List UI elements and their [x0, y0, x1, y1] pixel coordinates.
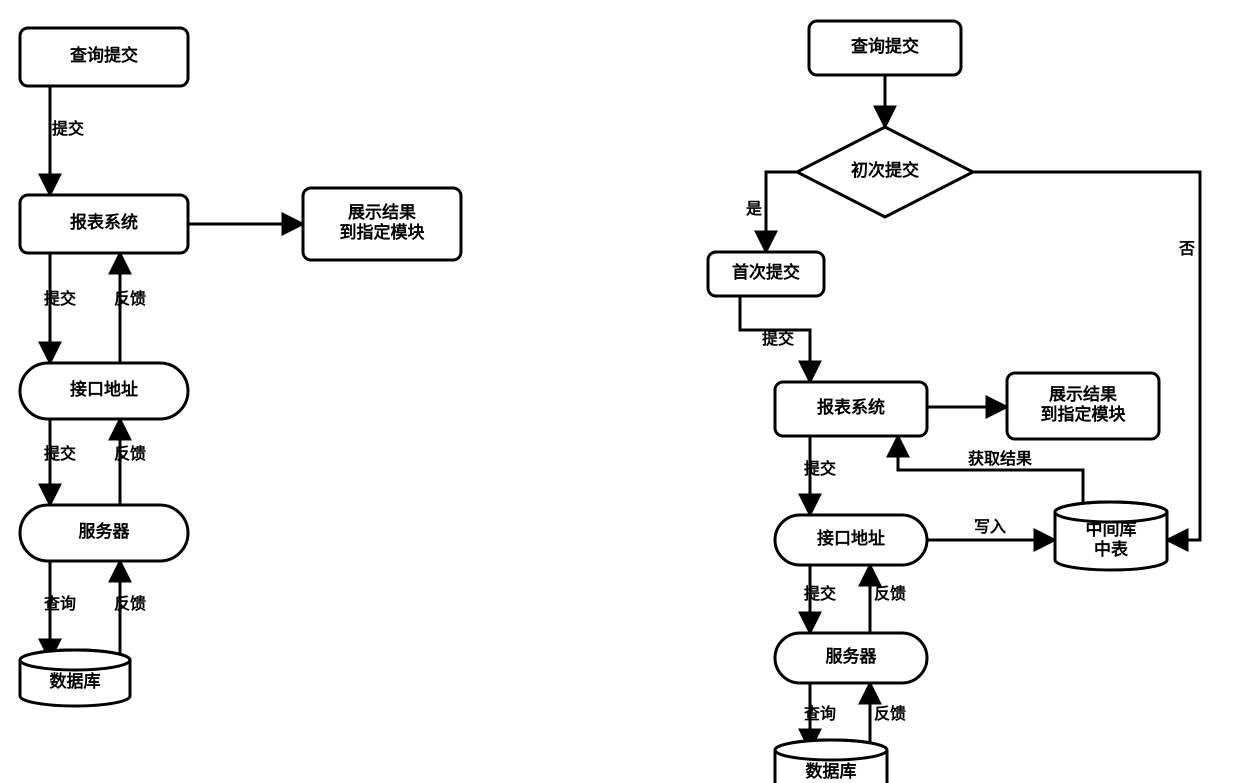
node-R_query: 查询提交	[809, 21, 961, 75]
svg-text:提交: 提交	[44, 289, 76, 308]
edge: 提交	[44, 253, 76, 363]
svg-text:报表系统: 报表系统	[70, 212, 138, 232]
node-R_midtable: 中间库中表	[1055, 502, 1167, 570]
edge: 是	[745, 172, 797, 252]
svg-text:提交: 提交	[52, 119, 84, 138]
node-L_server: 服务器	[20, 505, 188, 561]
node-R_server: 服务器	[775, 633, 927, 683]
svg-text:报表系统: 报表系统	[817, 397, 885, 417]
edge: 否	[973, 172, 1200, 540]
svg-text:数据库: 数据库	[50, 671, 101, 691]
svg-text:查询: 查询	[804, 704, 836, 723]
svg-text:写入: 写入	[974, 518, 1006, 536]
node-L_report: 报表系统	[20, 195, 188, 253]
svg-text:提交: 提交	[804, 459, 836, 478]
svg-text:反馈: 反馈	[114, 444, 146, 463]
edge: 反馈	[870, 683, 906, 750]
svg-text:初次提交: 初次提交	[851, 160, 919, 180]
node-L_api: 接口地址	[20, 363, 188, 419]
node-R_report: 报表系统	[775, 382, 927, 436]
edge: 获取结果	[898, 436, 1083, 512]
edge: 提交	[804, 436, 836, 515]
node-L_query: 查询提交	[20, 28, 188, 86]
node-R_display: 展示结果到指定模块	[1007, 373, 1159, 439]
node-R_decision: 初次提交	[797, 127, 973, 217]
svg-text:展示结果到指定模块: 展示结果到指定模块	[340, 203, 426, 243]
svg-text:提交: 提交	[44, 444, 76, 463]
svg-text:查询提交: 查询提交	[850, 36, 919, 56]
edge: 提交	[44, 419, 76, 505]
svg-text:服务器: 服务器	[826, 646, 878, 666]
edge: 反馈	[114, 253, 146, 363]
edge: 查询	[44, 561, 76, 660]
flowchart-canvas: 提交提交反馈提交反馈查询反馈查询提交报表系统展示结果到指定模块接口地址服务器数据…	[0, 0, 1240, 783]
edge: 反馈	[870, 565, 906, 633]
edge: 写入	[927, 518, 1055, 540]
edge: 反馈	[114, 419, 146, 505]
svg-text:展示结果到指定模块: 展示结果到指定模块	[1041, 385, 1127, 425]
svg-text:反馈: 反馈	[874, 704, 906, 723]
svg-text:提交: 提交	[762, 329, 794, 348]
edge: 提交	[804, 565, 836, 633]
svg-text:服务器: 服务器	[79, 521, 131, 541]
svg-text:反馈: 反馈	[114, 594, 146, 613]
svg-text:首次提交: 首次提交	[732, 262, 800, 282]
svg-text:反馈: 反馈	[114, 289, 146, 308]
svg-text:否: 否	[1178, 240, 1195, 258]
node-L_display: 展示结果到指定模块	[303, 188, 461, 260]
svg-text:数据库: 数据库	[806, 761, 857, 781]
svg-text:反馈: 反馈	[874, 584, 906, 603]
svg-text:提交: 提交	[804, 584, 836, 603]
node-R_api: 接口地址	[775, 515, 927, 565]
svg-text:接口地址: 接口地址	[70, 379, 138, 399]
svg-text:是: 是	[745, 200, 762, 218]
svg-text:获取结果: 获取结果	[968, 449, 1032, 468]
edge: 提交	[50, 86, 84, 195]
edge: 提交	[740, 296, 810, 382]
node-R_db: 数据库	[775, 740, 887, 783]
svg-text:接口地址: 接口地址	[817, 528, 885, 548]
node-L_db: 数据库	[20, 650, 130, 706]
edge: 反馈	[114, 561, 146, 660]
svg-text:查询: 查询	[44, 594, 76, 613]
svg-text:查询提交: 查询提交	[69, 45, 138, 65]
node-R_first: 首次提交	[708, 252, 824, 296]
